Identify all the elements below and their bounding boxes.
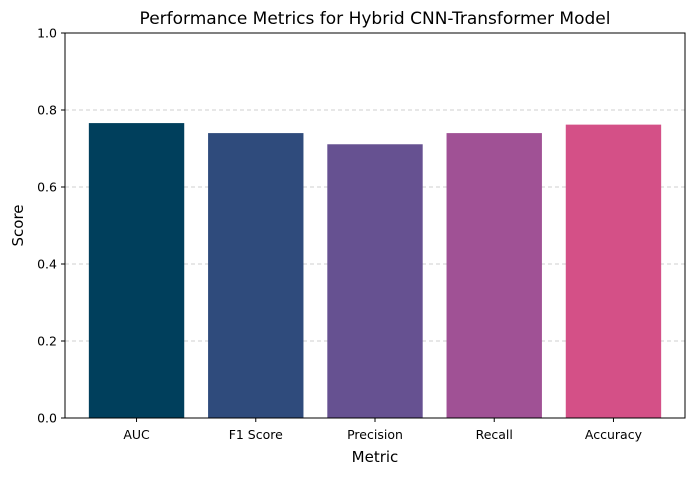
x-tick-label: Precision <box>347 427 403 442</box>
x-ticks: AUC F1 Score Precision Recall Accuracy <box>123 418 643 442</box>
y-axis-label: Score <box>9 204 27 246</box>
y-tick-label: 1.0 <box>37 26 57 41</box>
y-tick-label: 0.8 <box>37 103 57 118</box>
bars-layer <box>88 123 662 418</box>
bar-accuracy <box>565 124 662 418</box>
x-tick-label: F1 Score <box>229 427 283 442</box>
y-tick-label: 0.6 <box>37 180 57 195</box>
y-tick-label: 0.0 <box>37 411 57 426</box>
x-tick-label: AUC <box>123 427 150 442</box>
y-tick-label: 0.4 <box>37 257 57 272</box>
x-tick-label: Recall <box>476 427 513 442</box>
bar-auc <box>88 123 185 418</box>
bar-f1-score <box>208 133 304 418</box>
bar-recall <box>446 133 542 418</box>
y-tick-label: 0.2 <box>37 334 57 349</box>
y-ticks: 0.0 0.2 0.4 0.6 0.8 1.0 <box>37 26 65 426</box>
x-tick-label: Accuracy <box>585 427 643 442</box>
bar-precision <box>327 144 423 418</box>
x-axis-label: Metric <box>352 448 399 466</box>
chart-title: Performance Metrics for Hybrid CNN-Trans… <box>140 9 611 29</box>
